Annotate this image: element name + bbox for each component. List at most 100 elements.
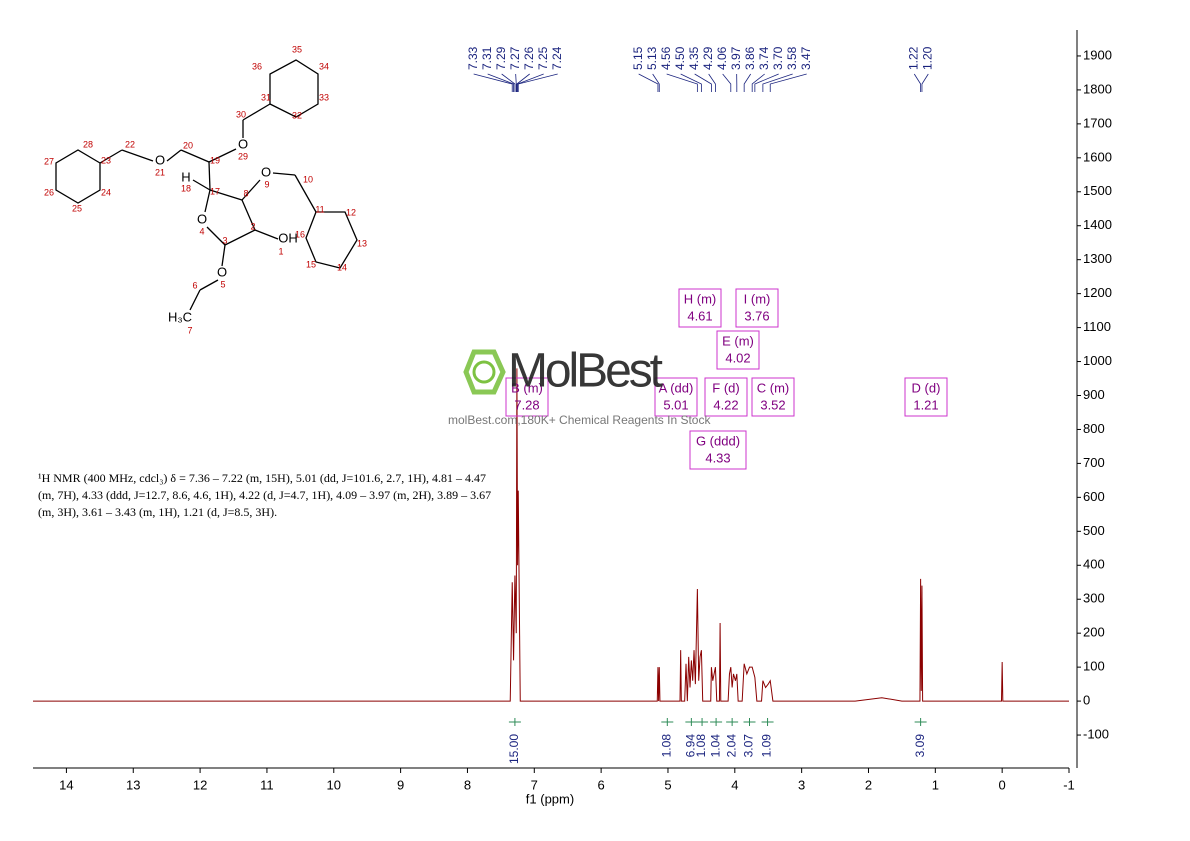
multiplet-box — [716, 330, 760, 370]
peak-label: 7.24 — [550, 46, 564, 70]
peak-connector — [487, 73, 514, 92]
multiplet-shift: 7.28 — [514, 397, 539, 412]
peak-label: 3.70 — [771, 46, 785, 70]
x-tick-label: 2 — [865, 777, 872, 792]
atom-number: 27 — [44, 156, 54, 166]
peak-label: 4.50 — [673, 46, 687, 70]
atom-label: O — [238, 136, 248, 151]
peak-label: 1.20 — [920, 46, 934, 70]
multiplet-box — [735, 288, 779, 328]
spectrum-line — [33, 368, 1069, 702]
multiplet-shift: 4.33 — [705, 450, 730, 465]
x-tick-label: 9 — [397, 777, 404, 792]
atom-number: 8 — [243, 188, 248, 198]
peak-label: 7.25 — [536, 46, 550, 70]
atom-number: 36 — [252, 61, 262, 71]
x-tick-label: 10 — [327, 777, 341, 792]
bond — [269, 59, 319, 118]
atom-number: 25 — [72, 203, 82, 213]
multiplet-label: D (d) — [912, 380, 941, 395]
bond — [192, 179, 211, 191]
peak-label: 3.74 — [757, 46, 771, 70]
multiplet-label: F (d) — [712, 380, 739, 395]
atom-number: 16 — [295, 229, 305, 239]
atom-number: 22 — [125, 139, 135, 149]
atom-number: 10 — [303, 174, 313, 184]
atom-number: 17 — [210, 186, 220, 196]
atom-number: 35 — [292, 44, 302, 54]
y-tick-label: 700 — [1083, 455, 1105, 470]
x-tick-label: 6 — [598, 777, 605, 792]
integral-label: 2.04 — [724, 734, 738, 758]
atom-label: O — [261, 164, 271, 179]
multiplet-label: G (ddd) — [696, 433, 740, 448]
x-tick-label: -1 — [1063, 777, 1075, 792]
atom-number: 20 — [183, 140, 193, 150]
bond — [305, 211, 358, 269]
y-tick-label: 1500 — [1083, 183, 1112, 198]
multiplet-box — [751, 377, 795, 417]
atom-number: 26 — [44, 187, 54, 197]
integral-label: 1.08 — [659, 734, 673, 758]
y-tick-label: 800 — [1083, 421, 1105, 436]
multiplet-shift: 3.76 — [744, 308, 769, 323]
peak-connector — [708, 73, 716, 92]
atom-number: 4 — [199, 226, 204, 236]
integral-label: 15.00 — [507, 734, 521, 764]
bond — [254, 229, 279, 240]
bond — [221, 244, 226, 267]
bond — [224, 229, 256, 246]
peak-label: 1.22 — [906, 46, 920, 70]
multiplet-label: E (m) — [722, 333, 754, 348]
bond — [241, 199, 256, 231]
y-tick-label: 100 — [1083, 659, 1105, 674]
multiplet-box — [704, 377, 748, 417]
peak-connector — [517, 73, 544, 92]
multiplet-label: B (m) — [511, 380, 543, 395]
peak-connector — [516, 73, 530, 92]
multiplet-box — [904, 377, 948, 417]
atom-number: 1 — [278, 246, 283, 256]
y-tick-label: 1900 — [1083, 47, 1112, 62]
multiplet-shift: 4.61 — [687, 308, 712, 323]
peak-label: 7.27 — [508, 46, 522, 70]
integral-label: 1.04 — [708, 734, 722, 758]
multiplet-shift: 3.52 — [760, 397, 785, 412]
x-tick-label: 3 — [798, 777, 805, 792]
peak-connector — [722, 73, 732, 92]
peak-label: 7.33 — [466, 46, 480, 70]
bond — [199, 279, 219, 291]
atom-number: 34 — [319, 61, 329, 71]
watermark-tagline: molBest.com,180K+ Chemical Reagents In S… — [448, 413, 711, 427]
multiplet-box — [689, 430, 747, 470]
bond — [99, 149, 123, 164]
atom-label: H₃C — [168, 309, 192, 324]
atom-number: 9 — [264, 179, 269, 189]
peak-label: 7.31 — [480, 46, 494, 70]
peak-label: 4.56 — [659, 46, 673, 70]
atom-number: 5 — [220, 279, 225, 289]
x-tick-label: 14 — [59, 777, 73, 792]
atom-number: 11 — [315, 204, 324, 214]
x-tick-label: 11 — [260, 777, 274, 792]
bond — [206, 226, 226, 246]
watermark-brand: MolBest — [508, 345, 663, 398]
peak-label: 4.35 — [687, 46, 701, 70]
bond — [294, 174, 317, 213]
integral-label: 3.07 — [742, 734, 756, 758]
atom-number: 2 — [250, 221, 255, 231]
integral-label: 6.94 — [684, 734, 698, 758]
atom-number: 29 — [238, 151, 248, 161]
atom-number: 21 — [155, 167, 165, 177]
atom-number: 30 — [236, 109, 246, 119]
y-tick-label: 1800 — [1083, 81, 1112, 96]
multiplet-label: H (m) — [684, 291, 717, 306]
bond — [180, 149, 210, 163]
atom-label: OH — [278, 230, 298, 245]
atom-number: 19 — [210, 155, 220, 165]
atom-number: 13 — [357, 238, 367, 248]
peak-connector — [517, 73, 558, 92]
atom-number: 28 — [83, 139, 93, 149]
y-tick-label: 1400 — [1083, 217, 1112, 232]
